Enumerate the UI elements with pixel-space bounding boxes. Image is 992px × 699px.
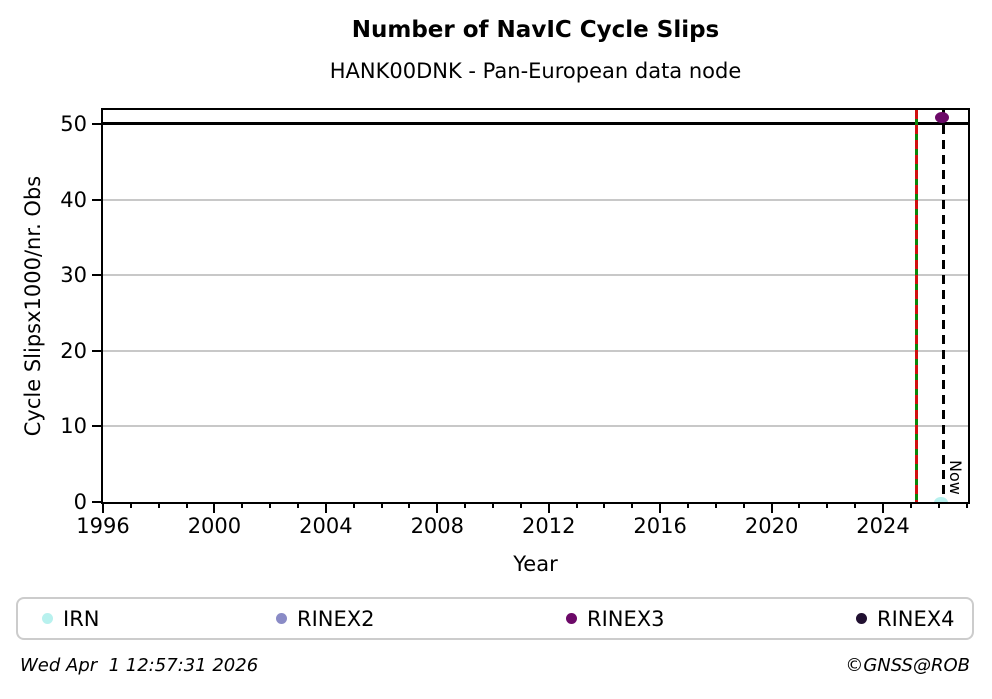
x-minor-tick — [241, 502, 244, 508]
data-point-rinex3 — [934, 112, 949, 124]
x-minor-tick — [269, 502, 272, 508]
x-minor-tick — [631, 502, 634, 508]
x-tick-label: 2008 — [410, 514, 465, 538]
x-major-tick — [213, 502, 216, 513]
y-tick — [92, 274, 103, 277]
legend-label: RINEX2 — [297, 606, 375, 631]
x-major-tick — [436, 502, 439, 513]
x-major-tick — [547, 502, 550, 513]
y-gridline — [103, 425, 968, 428]
x-major-tick — [659, 502, 662, 513]
y-tick-label: 0 — [73, 490, 87, 514]
legend: IRN RINEX2 RINEX3 RINEX4 — [16, 597, 974, 640]
legend-item-rinex2: RINEX2 — [276, 599, 375, 638]
x-minor-tick — [965, 502, 968, 508]
y-tick — [92, 122, 103, 125]
y-tick-label: 30 — [60, 263, 87, 288]
data-start-red-overlay-line — [914, 110, 918, 502]
plot-area — [101, 108, 970, 504]
legend-item-irn: IRN — [42, 599, 100, 638]
legend-marker-icon — [42, 613, 53, 624]
x-minor-tick — [575, 502, 578, 508]
legend-marker-icon — [276, 613, 287, 624]
x-minor-tick — [826, 502, 829, 508]
chart-subtitle: HANK00DNK - Pan-European data node — [329, 59, 742, 83]
x-major-tick — [102, 502, 104, 513]
x-minor-tick — [464, 502, 467, 508]
x-minor-tick — [297, 502, 299, 508]
legend-marker-icon — [566, 613, 577, 624]
timestamp: Wed Apr 1 12:57:31 2026 — [20, 655, 259, 676]
x-minor-tick — [687, 502, 690, 508]
y-tick-label: 40 — [60, 187, 87, 212]
x-minor-tick — [603, 502, 606, 508]
legend-label: RINEX4 — [877, 606, 955, 631]
x-tick-label: 2012 — [521, 514, 576, 538]
legend-marker-icon — [856, 613, 867, 624]
x-minor-tick — [380, 502, 383, 508]
x-minor-tick — [854, 502, 857, 508]
x-minor-tick — [157, 502, 160, 508]
x-tick-label: 2004 — [299, 514, 353, 538]
data-point-irn — [933, 496, 948, 502]
x-tick-label: 2000 — [187, 514, 242, 538]
x-minor-tick — [798, 502, 801, 508]
x-major-tick — [770, 502, 773, 513]
legend-label: IRN — [63, 606, 100, 631]
x-minor-tick — [909, 502, 912, 508]
x-minor-tick — [129, 502, 132, 508]
x-minor-tick — [352, 502, 355, 508]
y-tick — [92, 425, 103, 428]
x-minor-tick — [492, 502, 495, 508]
now-label: Now — [946, 460, 966, 495]
y-tick-label: 20 — [60, 338, 87, 363]
x-minor-tick — [408, 502, 411, 508]
legend-item-rinex4: RINEX4 — [856, 599, 955, 638]
x-major-tick — [882, 502, 885, 513]
x-tick-label: 2016 — [633, 514, 687, 538]
y-gridline — [103, 198, 968, 201]
chart-title: Number of NavIC Cycle Slips — [351, 17, 720, 43]
legend-item-rinex3: RINEX3 — [566, 599, 665, 638]
x-tick-label: 1996 — [76, 514, 130, 538]
copyright: ©GNSS@ROB — [845, 655, 970, 676]
y-tick — [92, 198, 103, 201]
y-gridline — [103, 274, 968, 277]
x-minor-tick — [937, 502, 940, 508]
x-minor-tick — [519, 502, 522, 508]
y-tick — [92, 501, 103, 503]
x-major-tick — [324, 502, 327, 513]
x-minor-tick — [742, 502, 745, 508]
legend-label: RINEX3 — [587, 606, 665, 631]
y-tick-label: 50 — [60, 111, 87, 136]
y-axis-label: Cycle Slipsx1000/nr. Obs — [21, 175, 45, 437]
y-tick — [92, 349, 103, 352]
x-tick-label: 2024 — [856, 514, 910, 538]
cap-line — [103, 122, 968, 126]
x-minor-tick — [714, 502, 717, 508]
y-gridline — [103, 349, 968, 352]
y-tick-label: 10 — [60, 414, 87, 439]
x-tick-label: 2020 — [744, 514, 799, 538]
x-minor-tick — [185, 502, 188, 508]
x-axis-label: Year — [513, 552, 558, 576]
now-line — [941, 110, 945, 502]
